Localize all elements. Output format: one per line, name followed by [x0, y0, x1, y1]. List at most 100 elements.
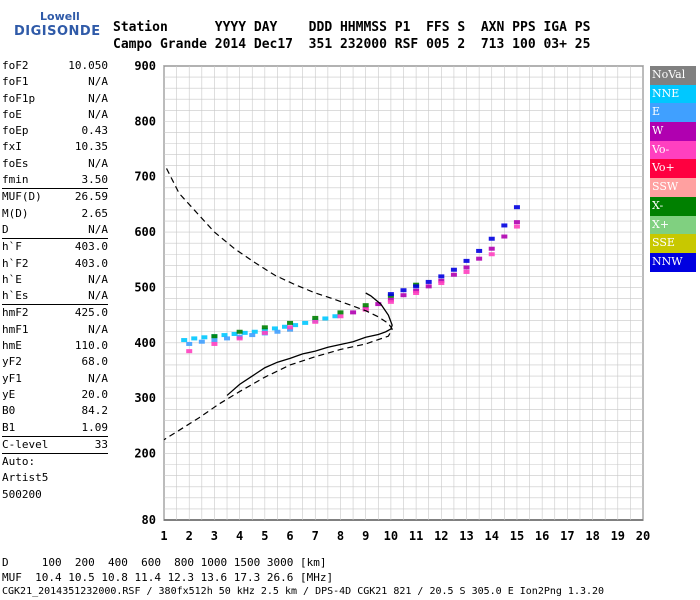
param-row: M(D) 2.65	[2, 206, 108, 222]
y-tick-label: 500	[134, 280, 156, 294]
param-name: M(D)	[2, 206, 29, 220]
data-point-w	[438, 278, 445, 283]
data-point-nnw	[450, 267, 457, 272]
x-tick-label: 7	[312, 529, 319, 543]
data-point-x	[337, 310, 344, 315]
param-row: h`F 403.0	[2, 239, 108, 255]
param-name: fxI	[2, 140, 22, 154]
param-row: foE N/A	[2, 107, 108, 123]
data-point-vo	[413, 291, 420, 295]
data-point-nnw	[488, 236, 495, 241]
param-name: hmF1	[2, 322, 29, 336]
data-point-nnw	[476, 248, 483, 253]
data-point-w	[375, 302, 382, 307]
param-row: Artist5	[2, 470, 108, 486]
param-name: foEs	[2, 156, 29, 170]
distance-row: D 100 200 400 600 800 1000 1500 3000 [km…	[2, 556, 327, 569]
data-point-nne	[181, 338, 188, 343]
legend-item-sse: SSE	[650, 234, 696, 253]
legend-item-x: X+	[650, 215, 696, 235]
param-value: N/A	[88, 222, 108, 236]
data-point-vo	[387, 299, 394, 304]
param-row: Auto:	[2, 454, 108, 470]
param-value: 33	[94, 437, 108, 451]
data-point-nne	[241, 330, 248, 335]
param-value: N/A	[88, 289, 108, 303]
separator-line	[2, 238, 108, 240]
data-point-nne	[221, 333, 228, 338]
data-point-e	[198, 339, 205, 344]
param-value: 10.35	[74, 140, 108, 154]
data-point-nne	[271, 326, 278, 331]
header-values: Campo Grande 2014 Dec17 351 232000 RSF 0…	[113, 37, 591, 52]
param-value: N/A	[88, 91, 108, 105]
y-tick-label: 600	[134, 225, 156, 239]
param-name: foF1	[2, 75, 29, 89]
param-name: C-level	[2, 437, 49, 451]
data-point-vo	[463, 269, 470, 274]
data-point-vo	[513, 224, 520, 229]
data-point-x	[287, 320, 294, 325]
x-tick-label: 20	[636, 529, 650, 543]
data-point-w	[387, 297, 394, 302]
data-point-nnw	[438, 274, 445, 279]
data-point-x	[312, 315, 319, 320]
data-point-vo	[438, 281, 445, 286]
param-name: h`F2	[2, 256, 29, 270]
data-point-nne	[302, 320, 309, 325]
muf-row: MUF 10.4 10.5 10.8 11.4 12.3 13.6 17.3 2…	[2, 571, 334, 584]
param-row: foF1p N/A	[2, 91, 108, 107]
param-row: foEp 0.43	[2, 123, 108, 139]
param-name: foE	[2, 107, 22, 121]
param-value: N/A	[88, 322, 108, 336]
param-name: fmin	[2, 173, 29, 187]
param-row: fxI 10.35	[2, 139, 108, 155]
data-point-vo	[236, 336, 243, 341]
data-point-nne	[201, 335, 208, 340]
data-point-nnw	[425, 279, 432, 284]
param-row: B0 84.2	[2, 403, 108, 419]
data-point-nnw	[413, 284, 420, 289]
y-tick-label: 80	[142, 513, 156, 527]
param-value: N/A	[88, 371, 108, 385]
x-tick-label: 18	[585, 529, 599, 543]
param-row: C-level 33	[2, 437, 108, 453]
param-name: yF2	[2, 355, 22, 369]
param-row: yF2 68.0	[2, 354, 108, 370]
param-value: 20.0	[81, 387, 109, 401]
param-value: 403.0	[74, 240, 108, 254]
param-name: h`F	[2, 240, 22, 254]
separator-line	[2, 188, 108, 190]
param-row: foF1 N/A	[2, 74, 108, 90]
legend: NoVal NNE E W Vo- Vo+ SSW X- X+ SSE NNW	[650, 66, 696, 272]
data-point-nne	[322, 316, 329, 321]
param-value: 1.09	[81, 420, 109, 434]
x-tick-label: 12	[434, 529, 448, 543]
param-value: 403.0	[74, 256, 108, 270]
data-point-w	[501, 234, 508, 239]
data-point-e	[224, 336, 231, 341]
legend-item-e: E	[650, 103, 696, 123]
y-tick-label: 900	[134, 59, 156, 73]
param-name: D	[2, 222, 9, 236]
legend-item-vo: Vo+	[650, 159, 696, 179]
data-point-e	[274, 329, 281, 334]
data-point-e	[186, 341, 193, 346]
param-value: 26.59	[74, 190, 108, 204]
param-name: h`E	[2, 272, 22, 286]
param-row: h`F2 403.0	[2, 256, 108, 272]
data-point-w	[476, 256, 483, 261]
param-name: foF2	[2, 59, 29, 72]
separator-line	[2, 453, 108, 455]
separator-line	[2, 304, 108, 306]
profile-dashed-line	[163, 168, 393, 441]
data-point-vo	[261, 330, 268, 335]
x-tick-label: 19	[611, 529, 625, 543]
legend-item-x: X-	[650, 196, 696, 216]
param-value: N/A	[88, 156, 108, 170]
data-point-vo	[312, 319, 319, 324]
x-tick-label: 1	[160, 529, 167, 543]
x-tick-label: 3	[211, 529, 218, 543]
data-point-x	[362, 303, 369, 308]
legend-item-w: W	[650, 122, 696, 141]
